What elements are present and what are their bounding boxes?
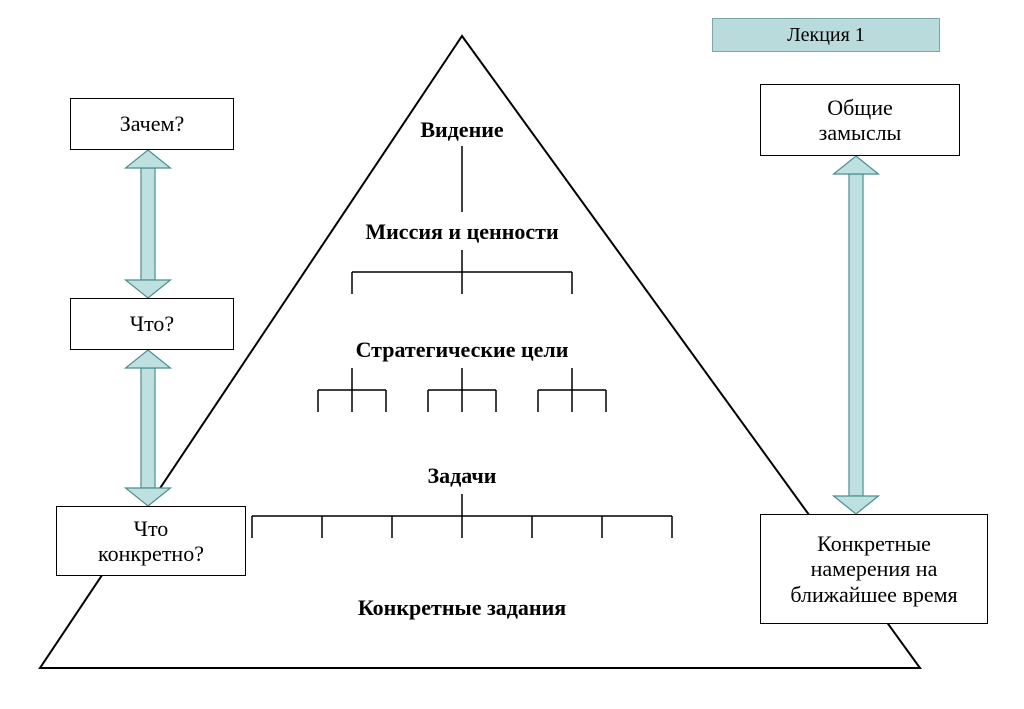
label-concrete-tasks: Конкретные задания <box>358 595 566 621</box>
lecture-badge: Лекция 1 <box>712 18 940 52</box>
box-why-text: Зачем? <box>120 111 184 136</box>
label-mission-text: Миссия и ценности <box>365 219 558 244</box>
box-what-concrete: Чтоконкретно? <box>56 506 246 576</box>
box-why: Зачем? <box>70 98 234 150</box>
label-vision: Видение <box>420 117 503 143</box>
box-concrete-intentions: Конкретныенамерения наближайшее время <box>760 514 988 624</box>
box-ideas-text: Общиезамыслы <box>819 95 902 146</box>
box-what: Что? <box>70 298 234 350</box>
box-what-text: Что? <box>130 311 174 336</box>
box-general-ideas: Общиезамыслы <box>760 84 960 156</box>
label-tasks: Задачи <box>428 463 497 489</box>
box-whatc-text: Чтоконкретно? <box>98 516 204 567</box>
diagram-canvas: Лекция 1 Зачем? Что? Чтоконкретно? Общие… <box>0 0 1024 709</box>
label-strategic-goals: Стратегические цели <box>356 337 569 363</box>
label-concrete-text: Конкретные задания <box>358 595 566 620</box>
box-intent-text: Конкретныенамерения наближайшее время <box>790 531 957 607</box>
label-tasks-text: Задачи <box>428 463 497 488</box>
label-goals-text: Стратегические цели <box>356 337 569 362</box>
label-mission-values: Миссия и ценности <box>365 219 558 245</box>
label-vision-text: Видение <box>420 117 503 142</box>
lecture-badge-text: Лекция 1 <box>787 24 865 47</box>
